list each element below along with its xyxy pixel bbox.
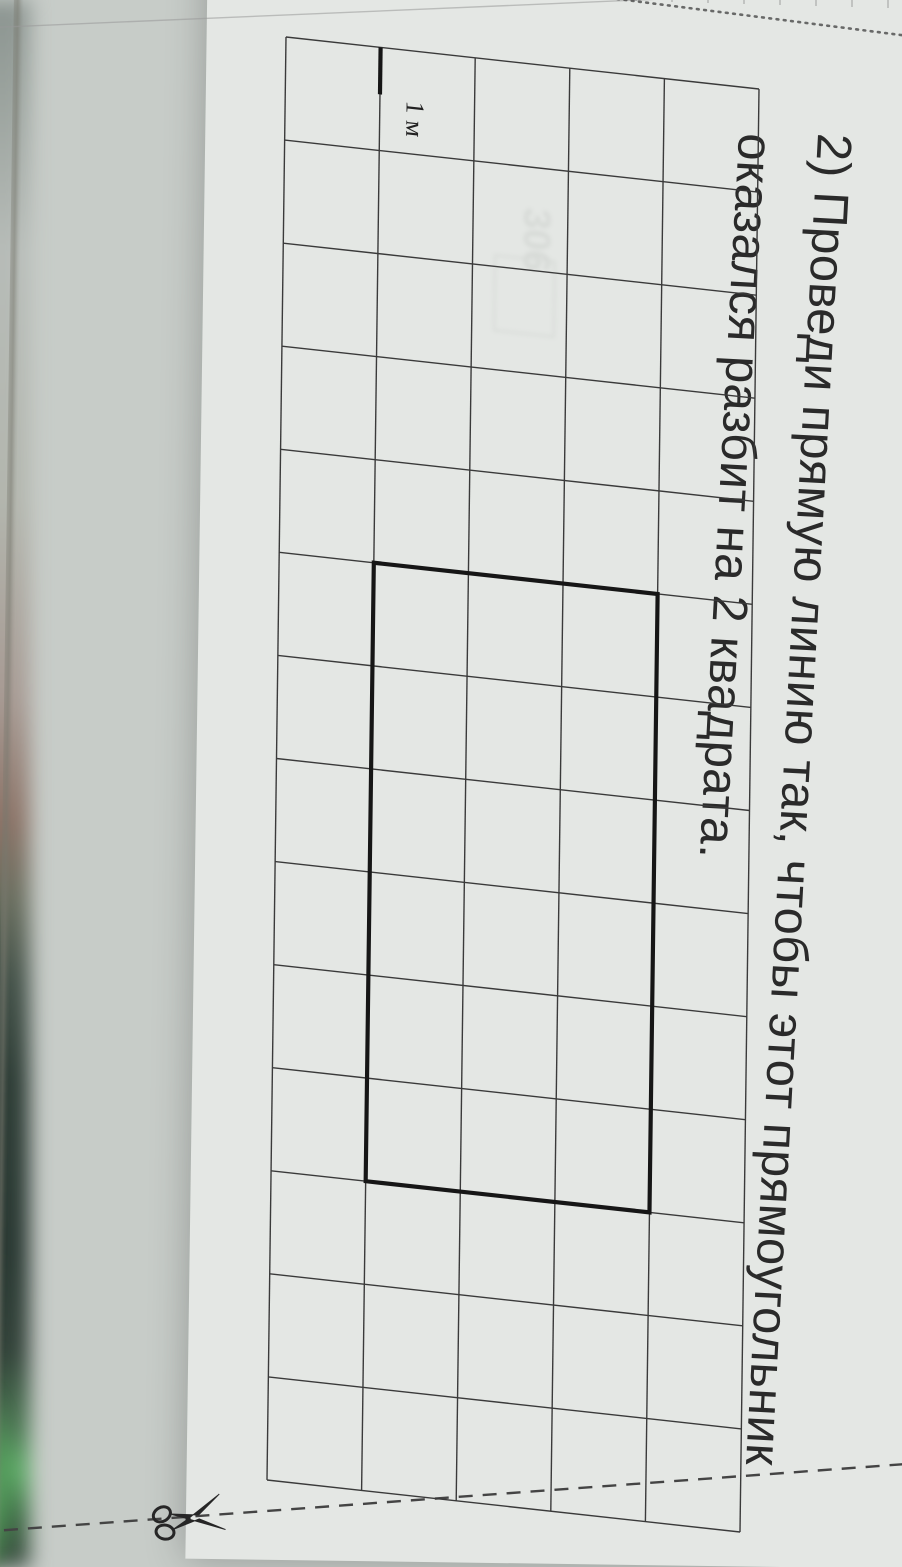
svg-text:306: 306	[515, 206, 558, 274]
svg-text:1 м: 1 м	[400, 100, 429, 139]
